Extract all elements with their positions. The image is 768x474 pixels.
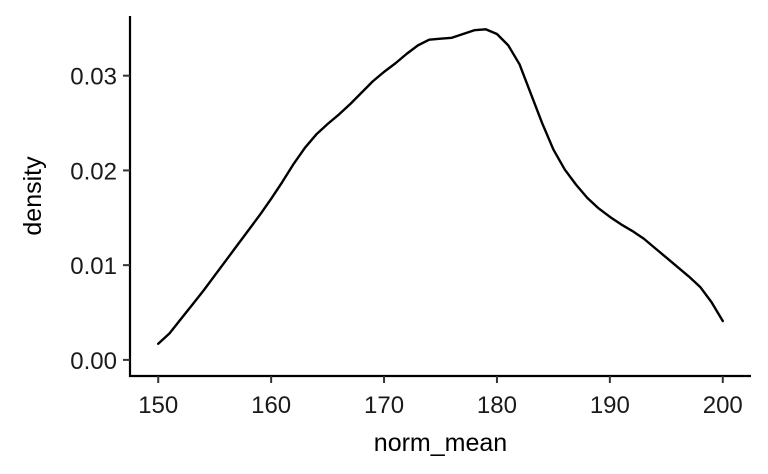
y-axis-ticks: 0.00 0.01 0.02 0.03 [70,64,130,375]
plot-area [157,28,724,345]
x-tick-label: 200 [703,392,743,419]
y-axis-title: density [19,156,47,236]
x-tick-label: 170 [364,392,404,419]
x-tick-label: 180 [477,392,517,419]
y-tick-label: 0.01 [70,253,117,280]
x-axis-ticks: 150 160 170 180 190 200 [138,376,743,419]
x-tick-label: 160 [251,392,291,419]
y-tick-label: 0.03 [70,64,117,91]
y-tick-label: 0.02 [70,158,117,185]
y-tick-label: 0.00 [70,348,117,375]
x-axis-title: norm_mean [374,429,507,457]
x-tick-label: 150 [138,392,178,419]
density-line [157,28,724,345]
x-tick-label: 190 [590,392,630,419]
